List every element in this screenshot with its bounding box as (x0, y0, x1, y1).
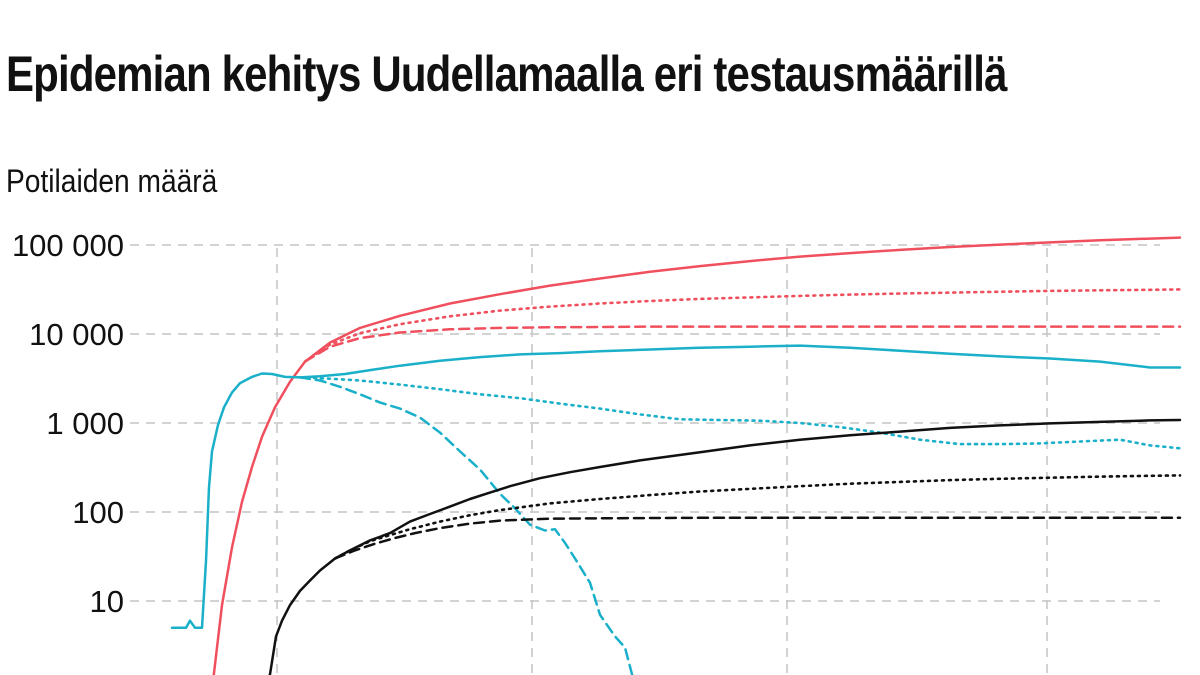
series-line-0 (212, 236, 1182, 675)
series-line-8 (333, 516, 1182, 560)
y-tick-labels: 0 10 100 1 000 10 000 100 000 (12, 228, 124, 675)
y-tick-label-2: 100 (72, 495, 124, 530)
series-line-7 (333, 474, 1182, 560)
chart-title: Epidemian kehitys Uudellamaalla eri test… (6, 46, 1007, 102)
series-line-1 (303, 288, 1182, 363)
series-line-3 (170, 344, 1182, 630)
y-tick-label-5: 100 000 (12, 228, 124, 263)
series-line-5 (298, 376, 634, 675)
y-tick-label-0: 0 (107, 673, 124, 675)
y-tick-label-4: 10 000 (29, 317, 124, 352)
series-line-4 (298, 376, 1182, 450)
y-tick-label-1: 10 (90, 584, 124, 619)
y-tick-label-3: 1 000 (46, 406, 124, 441)
series-line-6 (268, 418, 1182, 675)
y-axis-label: Potilaiden määrä (6, 163, 218, 199)
grid-lines (130, 244, 1160, 675)
series-lines (170, 236, 1182, 675)
series-line-2 (303, 325, 1182, 363)
